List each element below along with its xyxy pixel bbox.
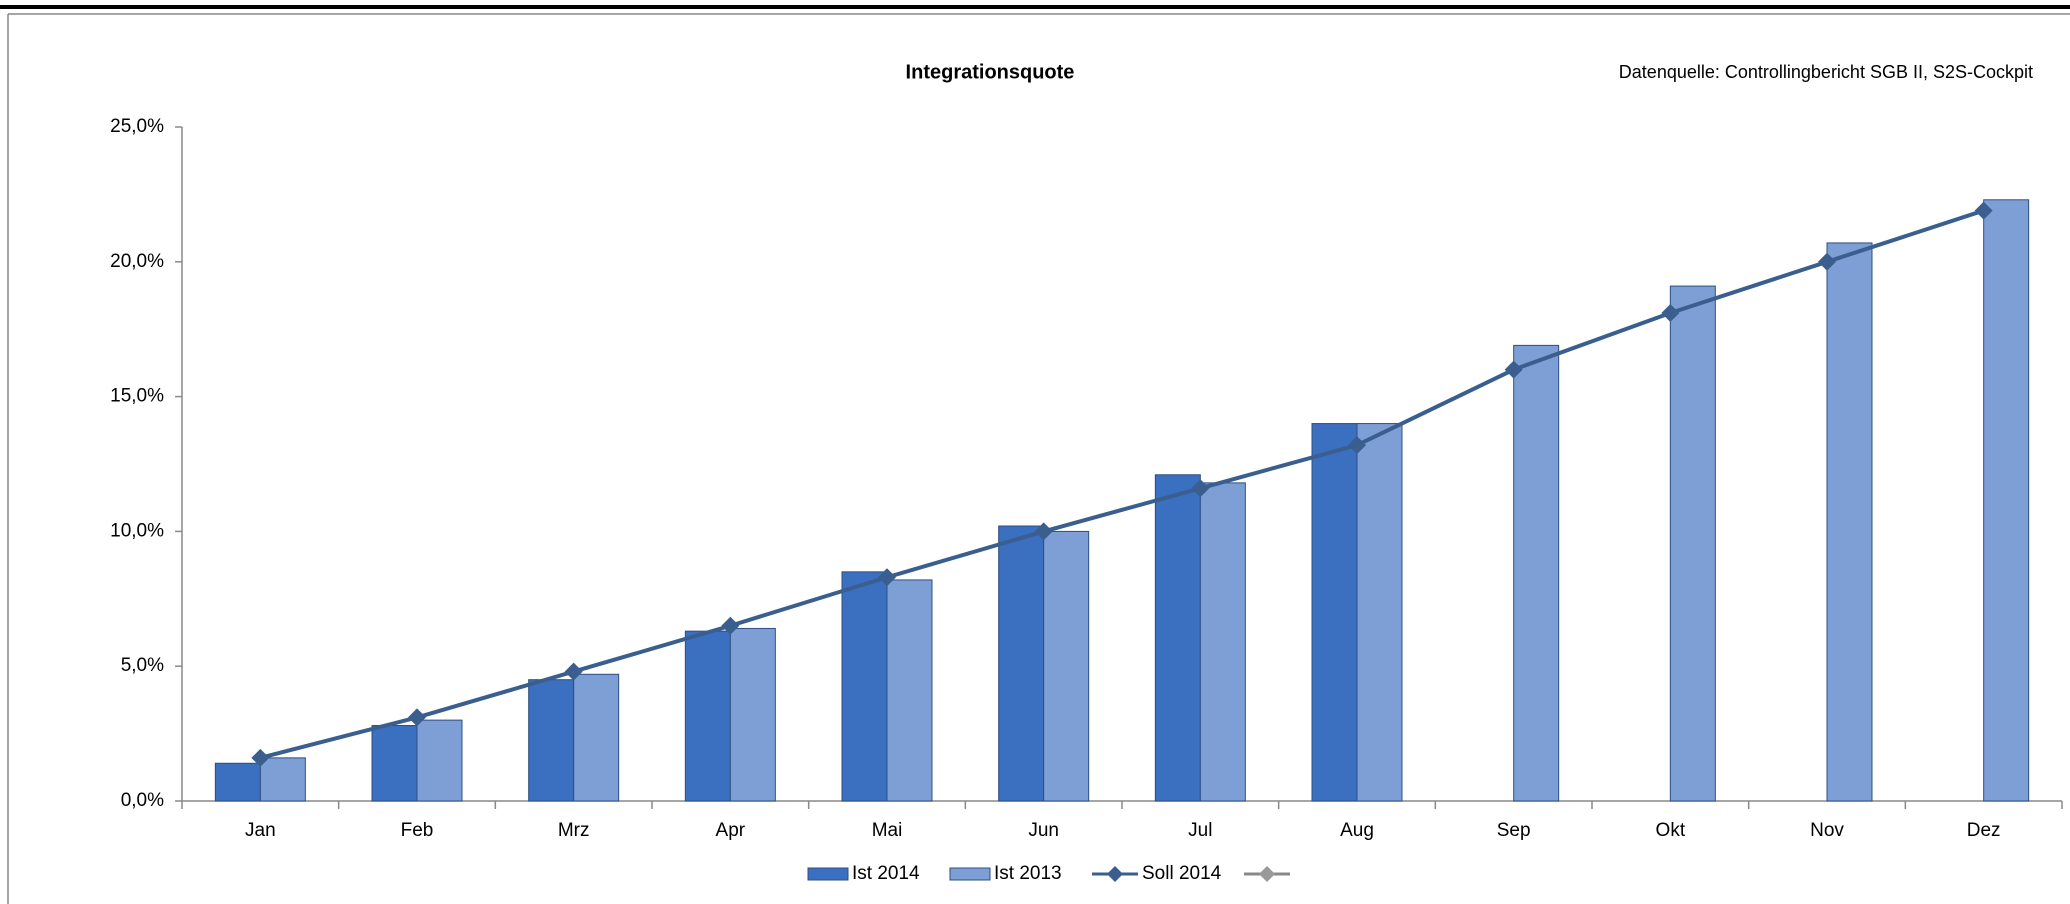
marker (1661, 304, 1680, 323)
legend-symbol (1259, 866, 1275, 882)
bar (841, 571, 888, 802)
legend-label: Ist 2014 (852, 863, 920, 884)
legend-symbol (1107, 866, 1123, 882)
bar (1043, 530, 1090, 802)
bar (998, 525, 1045, 802)
y-tick-label: 15,0% (110, 386, 164, 407)
bar (1199, 482, 1246, 802)
marker (564, 662, 583, 681)
y-tick-label: 25,0% (110, 116, 164, 137)
marker (251, 748, 270, 767)
x-tick-label: Okt (1656, 820, 1686, 841)
y-tick-label: 20,0% (110, 251, 164, 272)
marker (1504, 360, 1523, 379)
x-tick-label: Dez (1967, 820, 2001, 841)
bar (1513, 344, 1560, 802)
x-tick-label: Sep (1497, 820, 1531, 841)
marker (1348, 436, 1366, 455)
y-tick-label: 0,0% (121, 790, 164, 811)
bar (214, 762, 261, 802)
legend-extra (1244, 866, 1290, 882)
y-tick-label: 5,0% (121, 655, 164, 676)
marker (1191, 479, 1210, 498)
marker (408, 708, 426, 727)
bar (886, 579, 933, 802)
legend-label: Ist 2013 (994, 863, 1062, 884)
legend-symbol (807, 867, 849, 881)
y-tick-label: 10,0% (110, 520, 164, 541)
bar (573, 673, 620, 802)
chart-title: Integrationsquote (906, 61, 1075, 83)
legend-symbol (949, 867, 991, 881)
marker (1818, 252, 1836, 271)
marker (721, 616, 740, 635)
bar (1311, 423, 1358, 802)
x-tick-label: Jul (1188, 820, 1212, 841)
bar (259, 757, 306, 802)
bar (371, 725, 418, 802)
bar (1983, 199, 2030, 802)
x-tick-label: Feb (401, 820, 434, 841)
marker (1034, 522, 1053, 541)
bar (684, 630, 731, 802)
x-tick-label: Aug (1340, 820, 1374, 841)
x-tick-label: Jun (1028, 820, 1059, 841)
x-tick-label: Jan (245, 820, 276, 841)
marker (878, 568, 896, 587)
source-note: Datenquelle: Controllingbericht SGB II, … (1619, 62, 2033, 82)
bar (528, 679, 575, 802)
x-tick-label: Apr (716, 820, 746, 841)
bar (729, 627, 776, 802)
marker (1974, 201, 1993, 220)
x-tick-label: Mai (872, 820, 903, 841)
bar (1826, 242, 1873, 802)
x-tick-label: Mrz (558, 820, 590, 841)
bar (1154, 474, 1201, 802)
bar (1669, 285, 1716, 802)
x-tick-label: Nov (1810, 820, 1844, 841)
legend-label: Soll 2014 (1142, 863, 1222, 884)
line (259, 208, 1985, 760)
bar (416, 719, 463, 802)
bar (1356, 423, 1403, 802)
